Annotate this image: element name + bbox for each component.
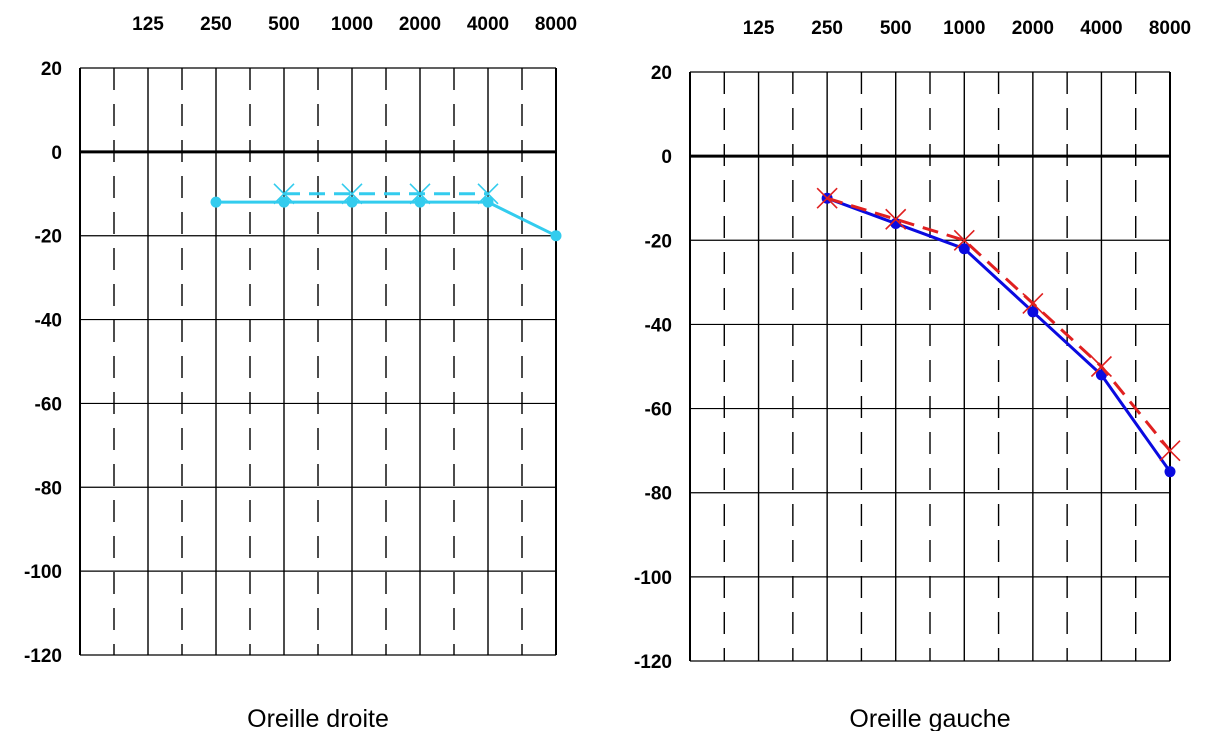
y-tick-label: 20 (651, 63, 672, 84)
data-point-dot (482, 196, 494, 208)
data-point-cross (273, 183, 295, 205)
data-point-dot (1027, 306, 1039, 318)
data-point-cross (409, 183, 431, 205)
y-tick-label: -20 (645, 231, 672, 252)
y-tick-label: -20 (35, 227, 62, 248)
panel-caption: Oreille gauche (849, 705, 1010, 731)
y-tick-label: -60 (645, 400, 672, 421)
data-point-cross (341, 183, 363, 205)
panel-caption: Oreille droite (247, 705, 389, 731)
x-tick-label: 500 (880, 18, 912, 39)
x-tick-label: 125 (132, 14, 164, 35)
x-tick-label: 250 (811, 18, 843, 39)
x-tick-label: 1000 (331, 14, 373, 35)
y-tick-label: -100 (634, 568, 672, 589)
y-tick-label: -80 (35, 478, 62, 499)
series-line (826, 196, 1172, 473)
y-tick-label: -120 (634, 652, 672, 673)
y-tick-label: -80 (645, 484, 672, 505)
data-point-dot (958, 243, 970, 255)
x-tick-label: 1000 (943, 18, 985, 39)
series-line (826, 196, 1172, 452)
audiogram-left-ear: 125 250 500 1000 2000 4000 8000 20 0 -20 -40 -60 -80… (634, 18, 1191, 731)
x-tick-label: 125 (743, 18, 775, 39)
data-point-dot (890, 217, 902, 229)
audiogram-right-ear: 125 250 500 1000 2000 4000 8000 20 0 -20 -40 -60 -80… (24, 14, 577, 731)
y-tick-label: 20 (41, 59, 62, 80)
data-point-cross (1090, 355, 1112, 378)
data-point-dot (550, 230, 562, 242)
y-tick-label: -40 (35, 311, 62, 332)
series-line (216, 200, 557, 238)
y-tick-label: 0 (661, 147, 672, 168)
x-tick-label: 2000 (399, 14, 441, 35)
x-tick-label: 4000 (1080, 18, 1122, 39)
x-tick-label: 500 (268, 14, 300, 35)
data-point-dot (210, 196, 222, 208)
y-tick-label: -60 (35, 394, 62, 415)
x-tick-label: 4000 (467, 14, 509, 35)
data-point-cross (816, 187, 838, 209)
data-point-cross (1022, 292, 1044, 314)
data-point-cross (477, 183, 499, 205)
x-tick-label: 2000 (1012, 18, 1054, 39)
data-point-dot (278, 196, 290, 208)
y-tick-label: -40 (645, 315, 672, 336)
y-tick-label: -100 (24, 562, 62, 583)
data-point-dot (1164, 466, 1176, 478)
y-tick-label: 0 (51, 143, 62, 164)
data-point-dot (346, 196, 358, 208)
x-tick-label: 8000 (535, 14, 577, 35)
data-point-dot (414, 196, 426, 208)
data-point-cross (953, 229, 975, 251)
x-tick-label: 8000 (1149, 18, 1191, 39)
y-tick-label: -120 (24, 646, 62, 667)
data-point-cross (885, 208, 907, 230)
x-tick-label: 250 (200, 14, 232, 35)
data-point-cross (1159, 440, 1181, 462)
